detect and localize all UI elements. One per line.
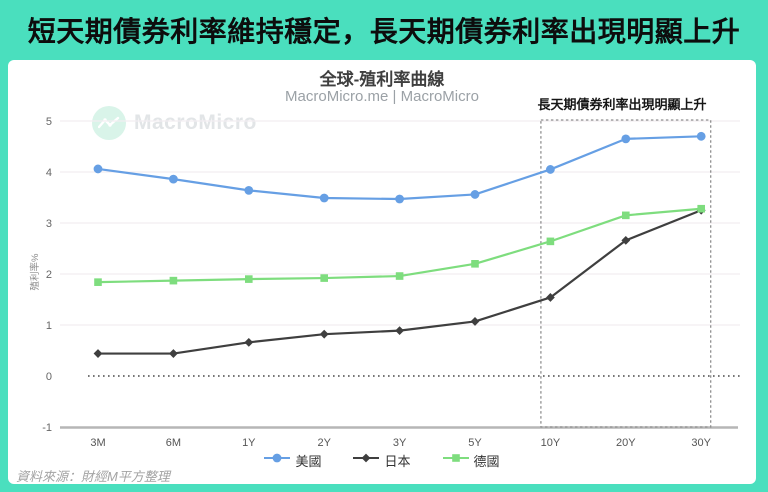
x-tick-label: 1Y (242, 437, 256, 449)
legend-label-us: 美國 (295, 453, 322, 469)
legend-label-japan: 日本 (384, 453, 411, 469)
data-source-note: 資料來源：財經M平方整理 (16, 469, 170, 484)
x-tick-label: 30Y (691, 437, 711, 449)
y-tick-label: 5 (46, 116, 52, 128)
x-tick-label: 5Y (468, 437, 482, 449)
highlight-box (540, 119, 712, 428)
y-tick-label: 1 (46, 320, 52, 332)
y-axis-title: 殖利率% (29, 253, 41, 291)
chart-legend: 美國 日本 德國 (8, 451, 756, 469)
us-series-marker-icon (264, 451, 291, 469)
highlight-annotation: 長天期債券利率出現明顯上升 (537, 97, 707, 112)
headline-text: 短天期債券利率維持穩定，長天期債券利率出現明顯上升 (27, 16, 741, 47)
x-tick-label: 6M (166, 437, 181, 449)
y-tick-label: 3 (46, 218, 52, 230)
japan-series-marker-icon (353, 451, 380, 469)
y-tick-label: 2 (46, 269, 52, 281)
yield-curve-plot: 5 4 3 2 1 0 -1 殖利率% 3M 6M 1Y 2Y 3Y 5Y 10Y 20Y 30Y (29, 116, 743, 449)
legend-item-germany[interactable]: 德國 (442, 451, 500, 470)
series-2-line (94, 204, 705, 286)
legend-item-us[interactable]: 美國 (264, 451, 321, 470)
chart-subtitle: MacroMicro.me | MacroMicro (285, 88, 479, 105)
y-tick-label: 0 (46, 371, 52, 383)
x-tick-label: 10Y (541, 437, 561, 449)
x-tick-label: 2Y (317, 437, 331, 449)
y-tick-label: 4 (46, 167, 52, 179)
series-1-line (93, 205, 706, 358)
legend-label-germany: 德國 (473, 453, 500, 469)
y-tick-label: -1 (42, 422, 52, 434)
x-tick-label: 3M (90, 437, 105, 449)
x-tick-label: 3Y (393, 437, 407, 449)
series-0-line (93, 131, 706, 204)
germany-series-marker-icon (442, 451, 469, 469)
x-tick-label: 20Y (616, 437, 636, 449)
legend-item-japan[interactable]: 日本 (353, 451, 411, 470)
headline-banner: 短天期債券利率維持穩定，長天期債券利率出現明顯上升 (0, 0, 768, 60)
chart-title: 全球-殖利率曲線 (319, 70, 445, 89)
chart-card: MacroMicro 5 4 3 2 1 0 -1 殖利率% 3M 6M 1Y 2Y 3Y 5Y 10Y 20… (8, 60, 756, 484)
